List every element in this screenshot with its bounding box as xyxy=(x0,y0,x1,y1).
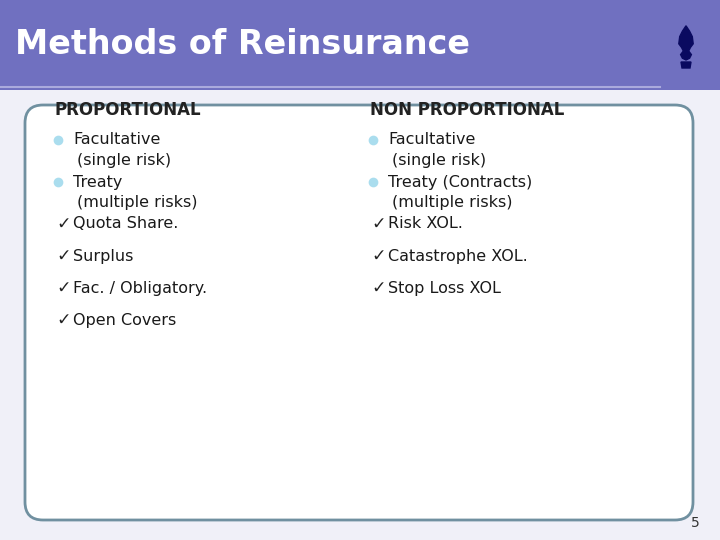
Text: Open Covers: Open Covers xyxy=(73,313,176,327)
Text: ✓: ✓ xyxy=(371,279,385,297)
Text: Risk XOL.: Risk XOL. xyxy=(388,217,463,232)
FancyBboxPatch shape xyxy=(25,105,693,520)
Text: Treaty: Treaty xyxy=(73,174,122,190)
Text: (single risk): (single risk) xyxy=(392,152,486,167)
Polygon shape xyxy=(681,62,691,68)
Text: Quota Share.: Quota Share. xyxy=(73,217,179,232)
Text: Facultative: Facultative xyxy=(73,132,161,147)
Text: (multiple risks): (multiple risks) xyxy=(77,194,197,210)
Text: ✓: ✓ xyxy=(56,279,71,297)
Text: ✓: ✓ xyxy=(371,247,385,265)
Text: Fac. / Obligatory.: Fac. / Obligatory. xyxy=(73,280,207,295)
Text: Methods of Reinsurance: Methods of Reinsurance xyxy=(15,28,470,60)
Text: PROPORTIONAL: PROPORTIONAL xyxy=(55,101,202,119)
Text: ✓: ✓ xyxy=(56,311,71,329)
Text: (single risk): (single risk) xyxy=(77,152,171,167)
Polygon shape xyxy=(679,26,693,60)
Text: ✓: ✓ xyxy=(56,215,71,233)
Text: NON PROPORTIONAL: NON PROPORTIONAL xyxy=(370,101,564,119)
Text: Treaty (Contracts): Treaty (Contracts) xyxy=(388,174,532,190)
Text: ✓: ✓ xyxy=(56,247,71,265)
FancyBboxPatch shape xyxy=(0,0,720,90)
Text: 5: 5 xyxy=(691,516,700,530)
Text: Facultative: Facultative xyxy=(388,132,475,147)
Text: ✓: ✓ xyxy=(371,215,385,233)
Text: Stop Loss XOL: Stop Loss XOL xyxy=(388,280,501,295)
Text: Surplus: Surplus xyxy=(73,248,133,264)
Text: Catastrophe XOL.: Catastrophe XOL. xyxy=(388,248,528,264)
Text: (multiple risks): (multiple risks) xyxy=(392,194,513,210)
